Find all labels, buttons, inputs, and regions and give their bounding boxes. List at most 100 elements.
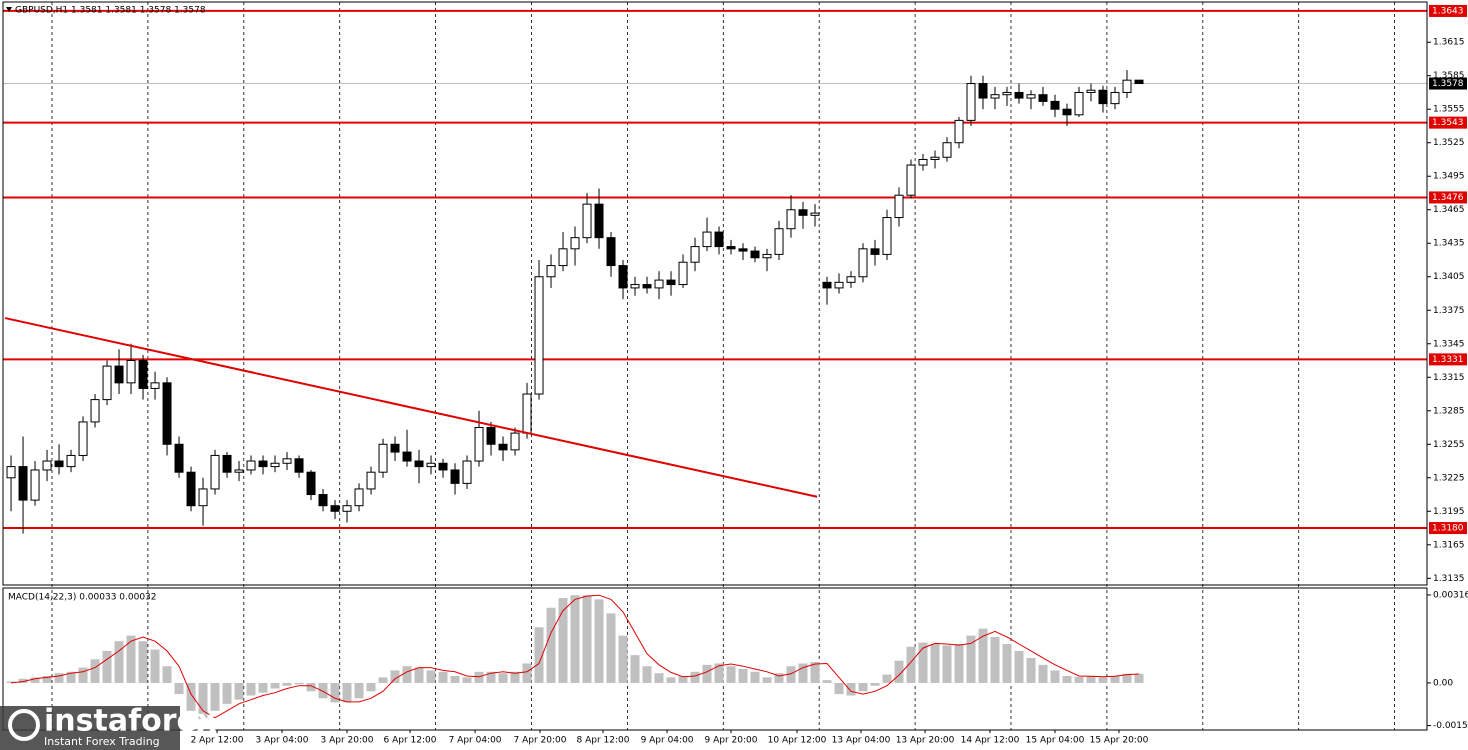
macd-bar — [1014, 650, 1024, 683]
level-label: 1.3543 — [1432, 118, 1464, 128]
macd-bar — [738, 669, 748, 683]
candle-body — [630, 284, 640, 289]
y-tick-label: 1.3525 — [1433, 138, 1465, 148]
macd-bar — [762, 677, 772, 683]
macd-bar — [618, 635, 628, 683]
macd-bar — [306, 682, 316, 692]
macd-bar — [594, 599, 604, 683]
candle-body — [954, 119, 964, 144]
macd-bar — [462, 677, 472, 683]
macd-bar — [258, 682, 268, 693]
candle-body — [1110, 91, 1120, 105]
macd-bar — [270, 682, 280, 689]
macd-bar — [666, 677, 676, 683]
macd-bar — [78, 667, 88, 683]
macd-bar — [90, 659, 100, 683]
candle-body — [414, 460, 424, 468]
candle-body — [942, 142, 952, 158]
macd-bar — [954, 643, 964, 683]
y-tick-label: 1.3405 — [1433, 272, 1465, 282]
macd-bar — [282, 682, 292, 686]
macd-bar — [1074, 676, 1084, 683]
level-label-bg — [1429, 4, 1467, 17]
macd-bar — [54, 673, 64, 683]
candle-body — [858, 248, 868, 278]
y-tick-label: 1.3555 — [1433, 105, 1465, 115]
macd-bar — [570, 595, 580, 683]
candle-body — [246, 460, 256, 471]
candle-body — [1002, 91, 1012, 96]
y-tick-label: 1.3465 — [1433, 205, 1465, 215]
candle-body — [966, 83, 976, 121]
y-tick-label: 1.3345 — [1433, 339, 1465, 349]
macd-bar — [66, 671, 76, 683]
macd-bar — [882, 674, 892, 683]
macd-bar — [174, 682, 184, 695]
candle-body — [822, 281, 832, 289]
macd-bar — [474, 671, 484, 683]
candle-body — [114, 365, 124, 384]
x-tick-label: 15 Apr 04:00 — [1026, 736, 1085, 746]
macd-bar — [1098, 677, 1108, 683]
macd-bar — [1110, 675, 1120, 683]
candle-body — [558, 248, 568, 267]
candle-body — [1122, 79, 1132, 93]
y-tick-label: -0.00153 — [1433, 721, 1468, 731]
candle-body — [438, 462, 448, 471]
candle-body — [930, 156, 940, 160]
candle-body — [534, 276, 544, 395]
trendline — [4, 317, 818, 498]
macd-bar — [18, 678, 28, 683]
level-label: 1.3476 — [1432, 193, 1464, 203]
candle-body — [594, 203, 604, 239]
candle-body — [366, 471, 376, 490]
macd-bar — [918, 642, 928, 683]
candle-body — [1026, 94, 1036, 99]
level-label: 1.3180 — [1432, 524, 1464, 534]
watermark: instaforex Instant Forex Trading — [0, 704, 216, 750]
candle-body — [150, 382, 160, 389]
candle-body — [618, 265, 628, 289]
candle-body — [798, 209, 808, 216]
candle-body — [450, 469, 460, 484]
candle-body — [654, 279, 664, 289]
macd-bar — [930, 643, 940, 683]
macd-bar — [234, 682, 244, 700]
x-tick-label: 3 Apr 20:00 — [321, 736, 374, 746]
candle-body — [186, 471, 196, 507]
candle-body — [138, 360, 148, 389]
level-label: 1.3643 — [1432, 6, 1464, 16]
macd-bar — [354, 682, 364, 699]
candle-body — [174, 443, 184, 473]
candle-body — [1050, 100, 1060, 110]
x-tick-label: 3 Apr 04:00 — [256, 736, 309, 746]
candle-body — [774, 228, 784, 255]
candle-body — [690, 246, 700, 263]
macd-bar — [426, 670, 436, 683]
macd-bar — [126, 635, 136, 683]
price-pane-border — [2, 1, 1428, 586]
x-tick-label: 7 Apr 04:00 — [449, 736, 502, 746]
x-tick-label: 9 Apr 20:00 — [705, 736, 758, 746]
candle-body — [666, 279, 676, 286]
x-tick-label: 2 Apr 12:00 — [191, 736, 244, 746]
candle-body — [498, 443, 508, 451]
macd-bar — [366, 682, 376, 692]
macd-bar — [558, 598, 568, 683]
macd-bar — [294, 682, 304, 685]
macd-bar — [414, 667, 424, 683]
plot-layer — [3, 9, 1427, 720]
candle-body — [42, 460, 52, 471]
macd-bar — [870, 682, 880, 686]
macd-bar — [582, 595, 592, 683]
macd-bar — [1086, 675, 1096, 683]
macd-bar — [342, 682, 352, 703]
candle-body — [978, 83, 988, 99]
candle-body — [210, 454, 220, 490]
level-label-bg — [1429, 522, 1467, 535]
candle-body — [330, 505, 340, 512]
candle-body — [570, 237, 580, 250]
candle-body — [834, 281, 844, 289]
candle-body — [354, 488, 364, 507]
candle-body — [990, 94, 1000, 99]
